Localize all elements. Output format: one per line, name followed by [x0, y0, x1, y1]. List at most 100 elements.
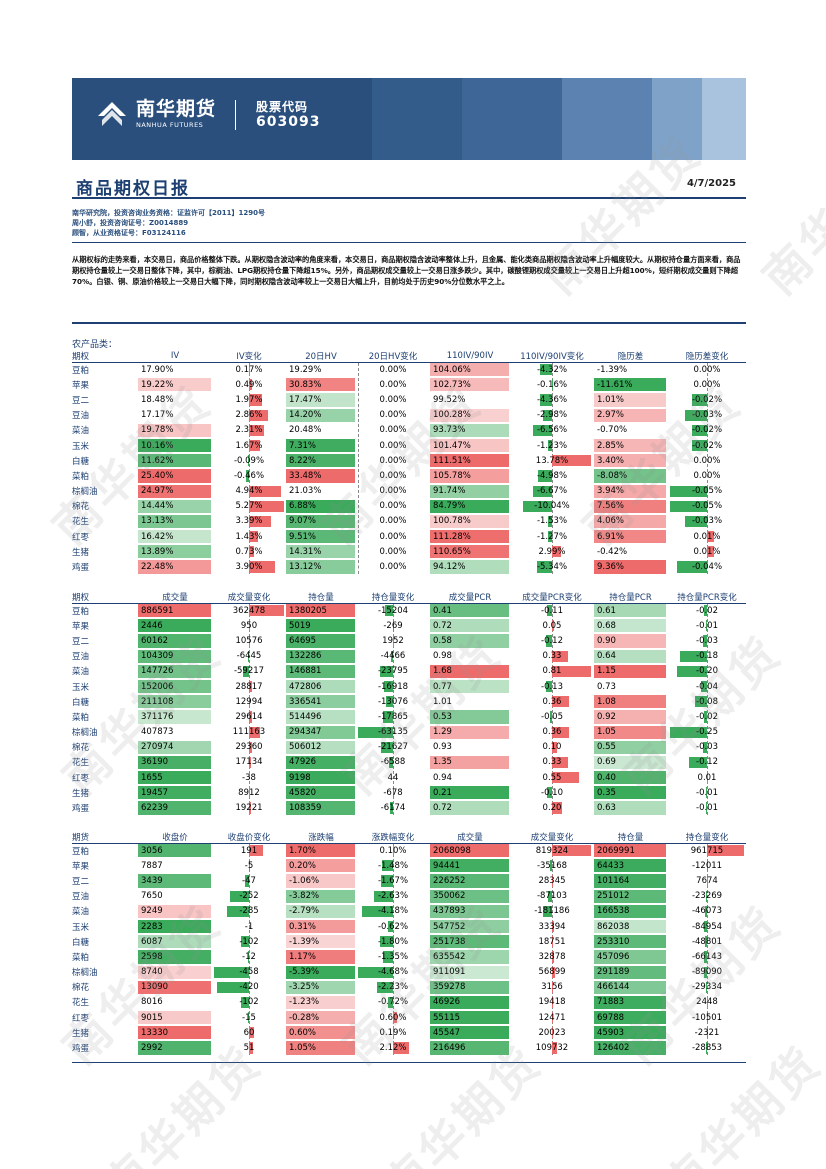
data-bar — [707, 772, 709, 784]
heat-fill — [286, 664, 355, 678]
cell-value: -1.67% — [377, 875, 409, 886]
cell-value: -11.61% — [597, 379, 633, 390]
table-row: 棉花 270974 29360 506012 -21627 0.93 0.10 0.55 -0.… — [72, 740, 746, 755]
cell-value: 0.73% — [235, 546, 263, 557]
table-cell: 19418 — [511, 995, 593, 1010]
heat-fill — [138, 1041, 211, 1055]
cell-value: -89090 — [691, 967, 723, 978]
authors-rule — [72, 242, 746, 243]
table-cell: 64433 — [593, 858, 668, 873]
heat-fill — [286, 725, 355, 739]
table-cell: 55115 — [429, 1010, 511, 1025]
table-cell: -0.05 — [511, 709, 593, 724]
company-logo: 南华期货 NANHUA FUTURES — [96, 98, 216, 130]
table-cell: 2.97% — [593, 408, 668, 423]
data-bar — [705, 620, 707, 632]
cell-value: 30.83% — [289, 379, 322, 390]
table-cell: 19.29% — [285, 362, 357, 377]
cell-value: 6.88% — [289, 501, 317, 512]
cell-value: 101164 — [597, 875, 630, 886]
table-cell: 105.78% — [429, 468, 511, 483]
cell-value: 8016 — [141, 997, 163, 1008]
cell-value: 13.13% — [141, 516, 174, 527]
author-line: 周小舒，投资咨询证号：Z0014889 — [72, 219, 189, 227]
table-cell: 47926 — [285, 755, 357, 770]
heat-fill — [430, 874, 509, 888]
zero-axis — [707, 634, 708, 648]
data-bar — [532, 485, 552, 497]
table-cell: -0.04% — [668, 559, 746, 574]
cell-value: -1.53% — [536, 516, 568, 527]
table-row: 菜粕 2598 -12 1.17% -1.35% 635542 32878 457096 -66… — [72, 949, 746, 964]
table-cell: 0.92 — [593, 709, 668, 724]
heat-fill — [430, 980, 509, 994]
table-cell: -10.04% — [511, 499, 593, 514]
zero-axis — [707, 604, 708, 618]
table-cell: 0.00% — [357, 362, 429, 377]
cell-value: 0.10 — [542, 742, 562, 753]
heat-fill — [286, 771, 355, 785]
cell-value: 56899 — [538, 967, 566, 978]
banner-band — [652, 78, 702, 160]
cell-value: 1.35 — [433, 757, 452, 768]
heat-fill — [138, 980, 211, 994]
table-cell: -4.68% — [357, 965, 429, 980]
table-cell: 21.03% — [285, 484, 357, 499]
data-bar — [539, 364, 552, 376]
table-cell: -5.39% — [285, 965, 357, 980]
table-row: 鸡蛋 62239 19221 108359 -6174 0.72 0.20 0.63 -0.01 — [72, 800, 746, 815]
heat-fill — [286, 859, 355, 873]
zero-axis — [707, 408, 708, 422]
cell-value: 60 — [243, 1027, 255, 1038]
table-row: 菜油 147726 -59217 146881 -23795 1.68 0.81 1.15 -0… — [72, 664, 746, 679]
data-bar — [227, 905, 249, 917]
cell-value: -12011 — [691, 860, 723, 871]
company-name-cn: 南华期货 — [136, 98, 217, 120]
data-bar — [376, 981, 393, 993]
data-bar — [536, 561, 552, 573]
column-header: 持仓量PCR — [609, 592, 652, 603]
data-bar — [702, 635, 707, 647]
data-bar — [533, 424, 552, 436]
cell-value: 19457 — [141, 787, 169, 798]
heat-fill — [138, 710, 211, 724]
zero-axis — [552, 604, 553, 618]
table-cell: 60 — [213, 1025, 285, 1040]
column-header: IV变化 — [236, 351, 262, 362]
zero-axis — [393, 755, 394, 770]
cell-value: 3156 — [541, 982, 563, 993]
row-label: 红枣 — [72, 532, 90, 543]
cell-value: 251738 — [433, 936, 466, 947]
row-label: 白糖 — [72, 697, 90, 708]
cell-value: 1655 — [141, 772, 163, 783]
heat-fill — [430, 454, 509, 468]
zero-axis — [358, 454, 360, 468]
cell-value: 211108 — [141, 696, 174, 707]
cell-value: 359278 — [433, 982, 466, 993]
cell-value: 166538 — [597, 906, 630, 917]
data-bar — [539, 394, 552, 406]
cell-value: 0.61 — [597, 605, 616, 616]
data-bar — [249, 394, 262, 406]
table-cell: 29360 — [213, 740, 285, 755]
heat-fill — [430, 679, 509, 694]
table-cell: 0.19% — [357, 1025, 429, 1040]
zero-axis — [358, 469, 360, 483]
cell-value: 24.97% — [141, 486, 174, 497]
cell-value: 0.00% — [379, 425, 407, 436]
data-bar — [703, 966, 707, 978]
zero-axis — [393, 904, 394, 918]
heat-fill — [594, 438, 666, 453]
cell-value: 0.60% — [289, 1027, 317, 1038]
cell-value: 350062 — [433, 891, 466, 902]
heat-fill — [138, 844, 211, 858]
heat-fill — [286, 514, 355, 529]
cell-value: -16918 — [377, 681, 409, 692]
zero-axis — [707, 995, 708, 1010]
table-row: 苹果 7887 -5 0.20% -1.48% 94441 -35168 64433 -1201… — [72, 858, 746, 873]
cell-value: 0.98 — [433, 651, 452, 662]
heat-fill — [138, 484, 211, 498]
table-cell: -66143 — [668, 949, 746, 964]
table-cell: -23269 — [668, 889, 746, 904]
table-cell: -0.02 — [668, 709, 746, 724]
